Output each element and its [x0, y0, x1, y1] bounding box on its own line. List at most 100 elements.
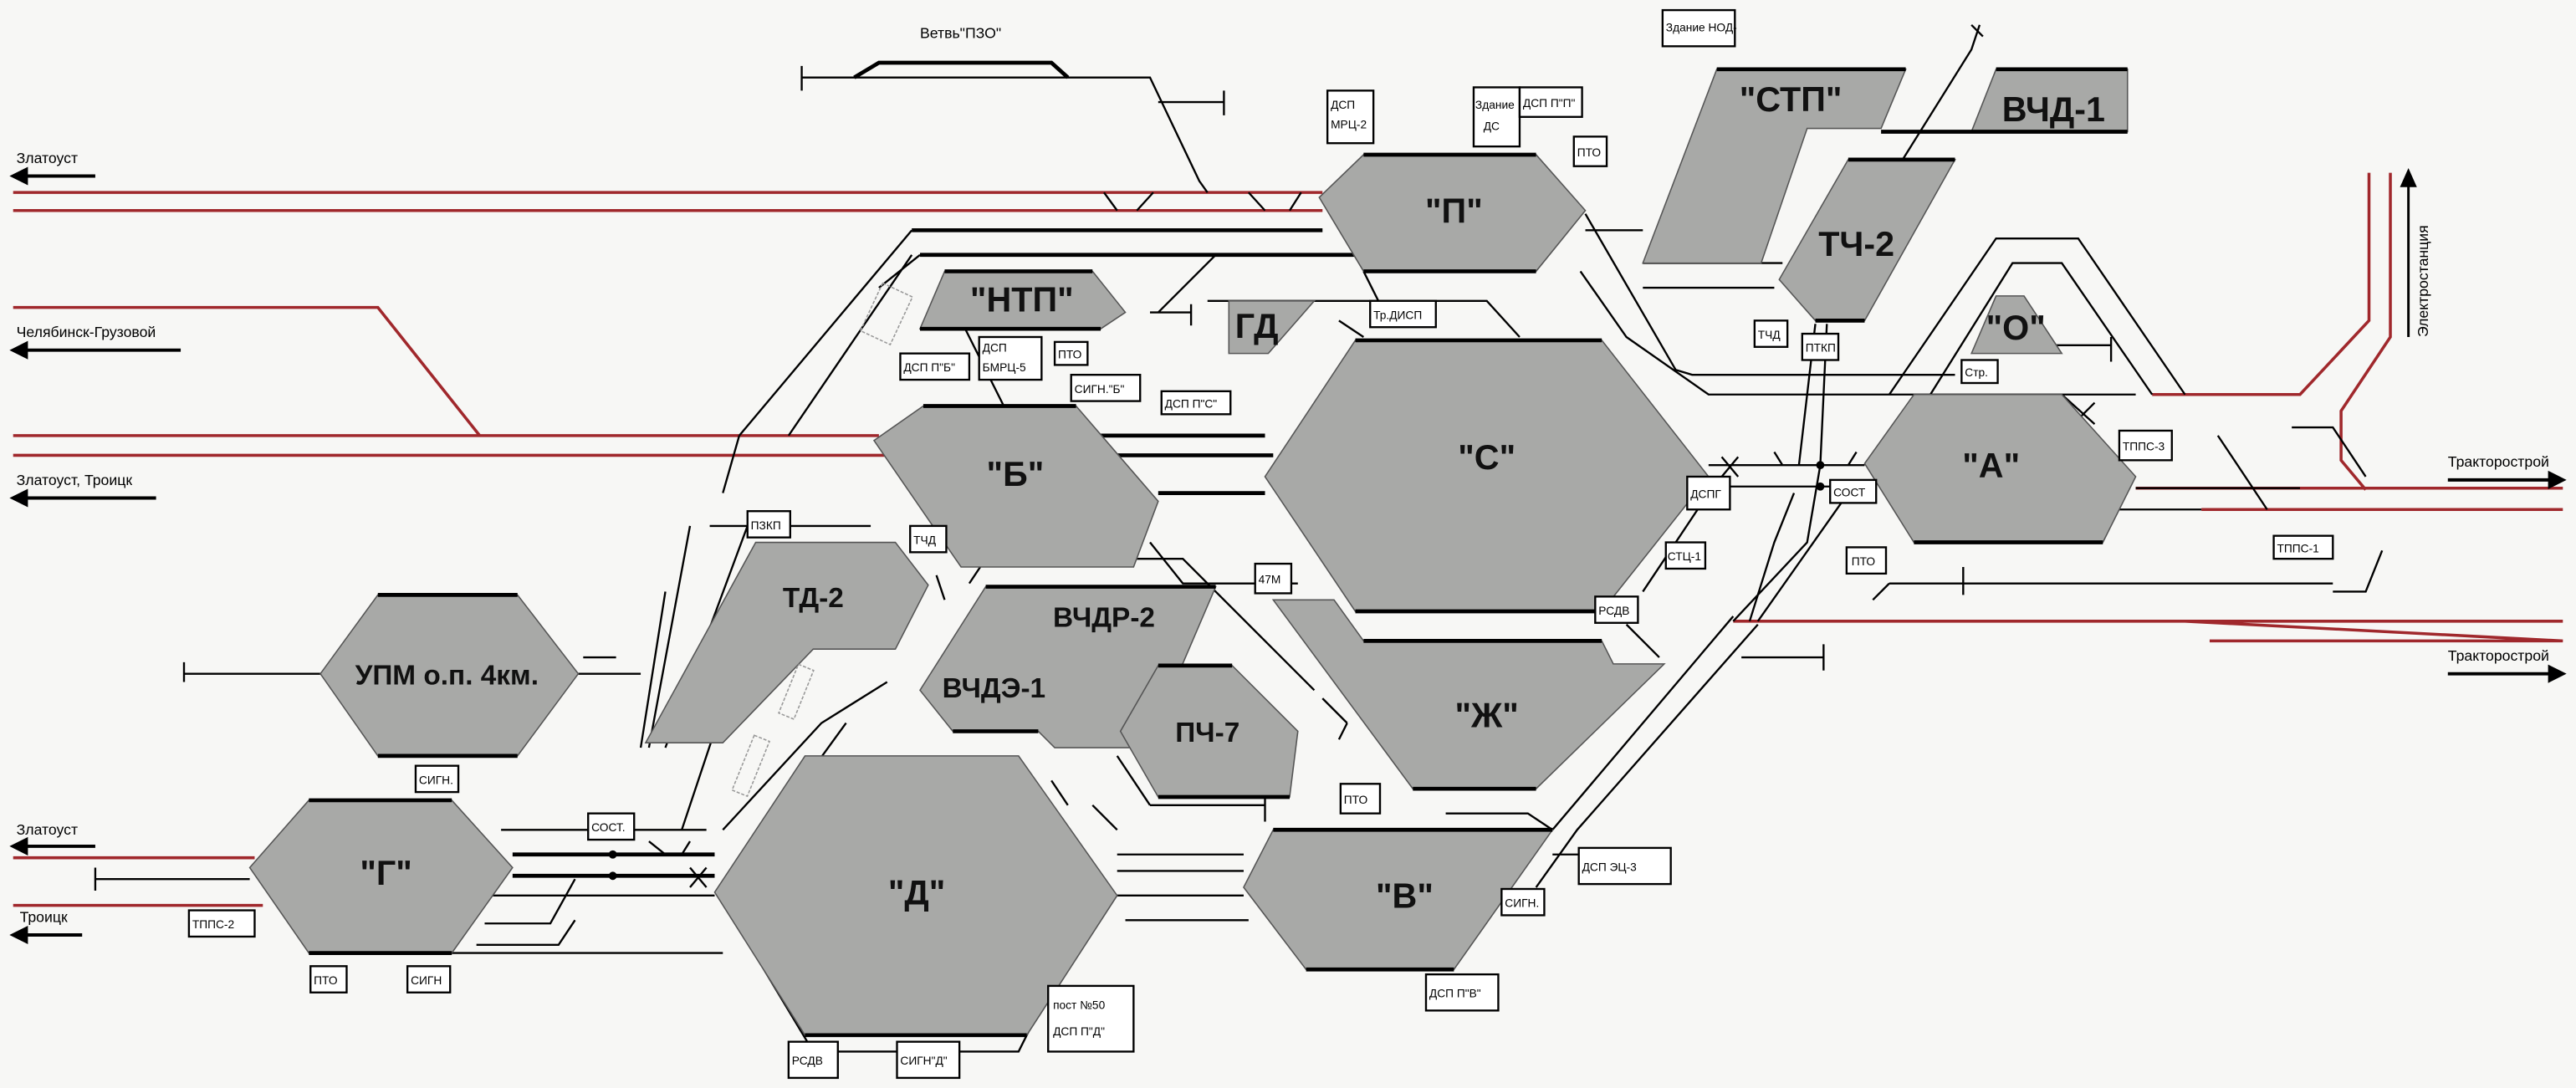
direction-chelyabinsk: Челябинск-Грузовой: [17, 324, 156, 340]
park-ntp-label: "НТП": [970, 281, 1074, 319]
parks: "П" "С" "Б" "НТП" ГД "СТП" ВЧД-1 ТЧ-2 "О…: [248, 67, 2137, 1038]
park-tch2[interactable]: ТЧ-2: [1778, 157, 1956, 323]
svg-text:СИГН."Б": СИГН."Б": [1075, 383, 1125, 396]
junction-node: [1816, 461, 1825, 470]
park-d[interactable]: "Д": [713, 755, 1118, 1038]
directions: Златоуст Челябинск-Грузовой Златоуст, Тр…: [9, 150, 2567, 945]
label-nod: Здание НОД-: [1661, 8, 1737, 48]
svg-text:СОСТ.: СОСТ.: [591, 821, 626, 834]
svg-text:Стр.: Стр.: [1965, 366, 1988, 379]
svg-text:Здание: Здание: [1475, 99, 1515, 111]
faded-labels: [731, 282, 914, 798]
branch-label: Ветвь"ПЗО": [920, 25, 1001, 42]
park-a-label: "А": [1962, 447, 2020, 485]
svg-text:ДС: ДС: [1484, 120, 1500, 133]
park-p[interactable]: "П": [1318, 152, 1587, 273]
label-dsp-mrc2: ДСП МРЦ-2: [1326, 89, 1375, 145]
svg-text:ПТКП: ПТКП: [1806, 342, 1836, 355]
park-o[interactable]: "О": [1970, 295, 2063, 355]
park-pch7-label: ПЧ-7: [1175, 718, 1239, 748]
svg-text:ПТО: ПТО: [1852, 555, 1876, 568]
label-dspg: ДСПГ: [1686, 475, 1731, 511]
park-vchd1[interactable]: ВЧД-1: [1881, 67, 2129, 134]
direction-traktorostroy-bottom: Тракторострой: [2448, 647, 2549, 664]
svg-text:пост №50: пост №50: [1053, 999, 1105, 1011]
svg-text:СОСТ: СОСТ: [1833, 487, 1866, 499]
svg-text:РСДВ: РСДВ: [1598, 605, 1629, 617]
svg-text:ДСП П"Д": ДСП П"Д": [1053, 1025, 1105, 1038]
park-g-label: "Г": [360, 854, 412, 892]
label-dsp-ec3: ДСП ЭЦ-3: [1577, 846, 1672, 886]
label-pto-b: ПТО: [1053, 340, 1089, 366]
label-post50: пост №50 ДСП П"Д": [1047, 984, 1135, 1053]
label-tchd-b: ТЧД: [909, 524, 948, 554]
main-lines: [13, 172, 2563, 907]
label-tpps2: ТППС-2: [187, 909, 256, 938]
label-ptkp: ПТКП: [1801, 332, 1840, 361]
building-labels: Здание НОД- ДСП МРЦ-2 Здание ДС ДСП П"П" П…: [187, 8, 2334, 1080]
svg-text:СИГН"Д": СИГН"Д": [900, 1055, 947, 1067]
direction-troitsk: Троицк: [20, 908, 68, 925]
svg-text:ПТО: ПТО: [1058, 349, 1082, 361]
park-vchdr2-label: ВЧДР-2: [1053, 603, 1155, 634]
direction-electrostation: Электростанция: [2415, 225, 2431, 337]
park-upm[interactable]: УПМ о.п. 4км.: [319, 593, 580, 759]
park-tch2-label: ТЧ-2: [1818, 225, 1894, 263]
direction-zlatoust-bottom: Златоуст: [17, 821, 78, 838]
label-sost-a: СОСТ: [1829, 478, 1878, 504]
arrow-left-icon: [9, 166, 95, 186]
svg-text:ДСПГ: ДСПГ: [1690, 488, 1721, 501]
park-g[interactable]: "Г": [248, 798, 514, 955]
park-td2[interactable]: ТД-2: [644, 541, 929, 743]
label-rsdv-s: РСДВ: [1594, 595, 1639, 624]
label-sign-g-top: СИГН.: [414, 764, 460, 794]
svg-text:ДСП ЭЦ-3: ДСП ЭЦ-3: [1582, 861, 1638, 873]
label-pto-p: ПТО: [1572, 135, 1608, 167]
park-vchd1-label: ВЧД-1: [2002, 90, 2105, 129]
label-rsdv-d: РСДВ: [787, 1040, 839, 1080]
arrow-left-icon: [9, 340, 181, 360]
park-b-label: "Б": [987, 455, 1045, 493]
direction-zlatoust-top: Златоуст: [17, 150, 78, 166]
park-vchde1-label: ВЧДЭ-1: [943, 673, 1045, 704]
park-zh[interactable]: "Ж": [1271, 599, 1666, 791]
park-ntp[interactable]: "НТП": [918, 269, 1127, 331]
park-td2-label: ТД-2: [783, 583, 844, 614]
svg-text:ПЗКП: ПЗКП: [751, 519, 781, 532]
svg-text:БМРЦ-5: БМРЦ-5: [983, 361, 1026, 374]
label-pto-a: ПТО: [1845, 546, 1888, 575]
label-47m: 47М: [1254, 562, 1293, 595]
arrow-left-icon: [9, 925, 83, 945]
park-p-label: "П": [1425, 192, 1483, 231]
label-tpps3: ТППС-3: [2118, 429, 2173, 462]
arrow-left-icon: [9, 836, 95, 856]
park-pch7[interactable]: ПЧ-7: [1119, 663, 1299, 799]
label-sign-v: СИГН.: [1500, 887, 1546, 917]
svg-text:РСДВ: РСДВ: [792, 1055, 823, 1067]
svg-text:ДСП П"П": ДСП П"П": [1523, 97, 1576, 110]
direction-traktorostroy-top: Тракторострой: [2448, 453, 2549, 470]
label-sign-d: СИГН"Д": [896, 1040, 961, 1080]
label-tchd-top: ТЧД: [1753, 319, 1789, 348]
park-v-label: "В": [1376, 877, 1434, 916]
label-sign-b: СИГН."Б": [1070, 374, 1142, 402]
junction-node: [608, 850, 617, 859]
park-gd[interactable]: ГД: [1228, 300, 1316, 355]
label-sign-g: СИГН: [406, 965, 452, 994]
arrow-right-icon: [2447, 664, 2567, 683]
park-upm-label: УПМ о.п. 4км.: [355, 660, 539, 691]
svg-text:ДСП: ДСП: [983, 342, 1007, 355]
park-a[interactable]: "А": [1863, 393, 2137, 544]
label-stc1: СТЦ-1: [1664, 541, 1707, 570]
arrow-left-icon: [9, 488, 156, 508]
svg-text:ПТО: ПТО: [1577, 146, 1602, 159]
svg-text:СТЦ-1: СТЦ-1: [1668, 550, 1701, 563]
label-dsp-p: ДСП П"П": [1518, 86, 1583, 118]
label-tpps1: ТППС-1: [2272, 534, 2334, 560]
park-s[interactable]: "С": [1264, 338, 1710, 614]
svg-text:СИГН.: СИГН.: [1505, 897, 1539, 910]
label-dsp-b: ДСП П"Б": [899, 352, 971, 381]
park-stp[interactable]: "СТП": [1642, 67, 1907, 264]
svg-text:ПТО: ПТО: [314, 974, 338, 987]
junction-nodes: [608, 461, 1825, 881]
